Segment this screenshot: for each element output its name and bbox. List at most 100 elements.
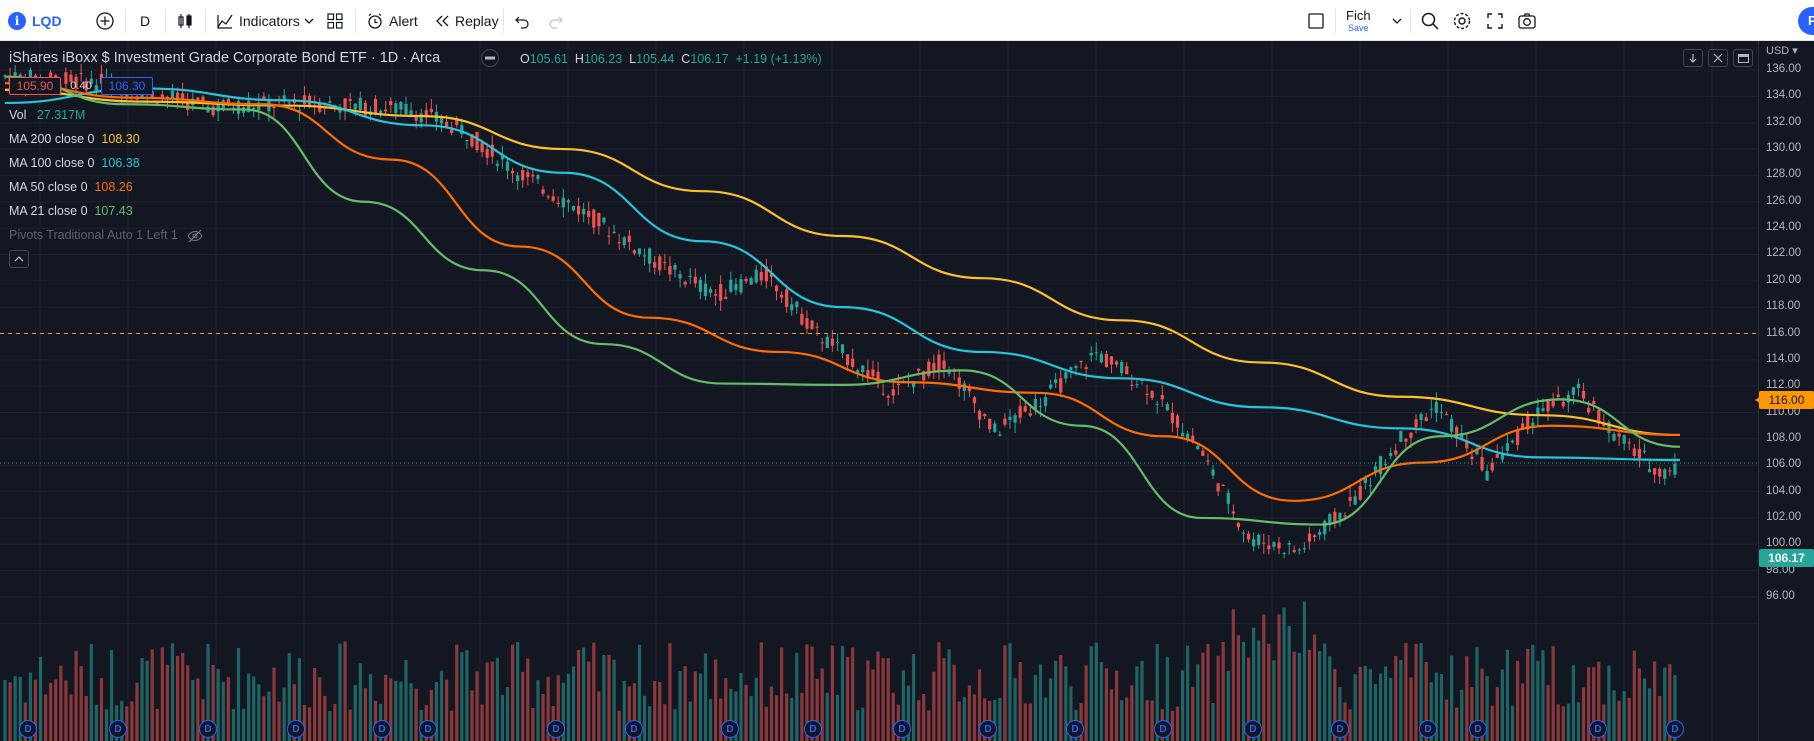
interval-button[interactable]: D <box>140 12 151 29</box>
volume-bar <box>343 641 347 741</box>
search-button[interactable] <box>1420 0 1440 41</box>
volume-bar <box>1104 668 1109 741</box>
dividend-marker[interactable]: D <box>1419 720 1437 738</box>
volume-bar <box>911 654 916 741</box>
candle-body <box>89 78 93 85</box>
candle-body <box>1343 515 1347 517</box>
dividend-marker[interactable]: D <box>109 720 127 738</box>
bid-price-button[interactable]: 105.90 <box>9 77 61 95</box>
symbol-search-button[interactable]: i LQD <box>8 0 62 41</box>
volume-bar <box>206 643 210 741</box>
volume-bar <box>602 655 606 741</box>
chart-style-button[interactable] <box>175 0 195 41</box>
compare-button[interactable] <box>95 0 115 41</box>
dividend-marker[interactable]: D <box>1589 720 1607 738</box>
price-chart[interactable] <box>0 41 1758 741</box>
currency-selector[interactable]: USD ▾ <box>1766 45 1798 57</box>
candle-body <box>1399 431 1403 442</box>
candle-body <box>1297 549 1301 551</box>
volume-bar <box>1526 648 1530 741</box>
volume-bar <box>886 658 890 741</box>
volume-bar <box>759 642 763 741</box>
dividend-marker[interactable]: D <box>625 720 643 738</box>
dividend-marker[interactable]: D <box>1154 720 1172 738</box>
volume-bar <box>800 692 804 741</box>
dividend-marker[interactable]: D <box>287 720 305 738</box>
eye-hidden-icon[interactable] <box>187 229 204 243</box>
settings-button[interactable] <box>1452 0 1472 41</box>
volume-bar <box>1475 647 1479 741</box>
maximize-pane-button[interactable] <box>1708 49 1728 67</box>
volume-bar <box>977 669 982 741</box>
volume-bar <box>1449 655 1454 741</box>
ask-price-button[interactable]: 106.30 <box>101 77 153 95</box>
collapse-legend-toggle[interactable] <box>9 250 29 268</box>
dividend-marker[interactable]: D <box>804 720 822 738</box>
ma21-legend[interactable]: MA 21 close 0 107.43 <box>9 204 133 218</box>
dividend-marker[interactable]: D <box>419 720 437 738</box>
scroll-down-button[interactable] <box>1683 49 1703 67</box>
toolbar-divider <box>1335 9 1336 33</box>
volume-legend[interactable]: Vol 27.317M <box>9 108 85 122</box>
volume-bar <box>1236 635 1241 741</box>
collapse-legend-button[interactable] <box>481 49 499 67</box>
layout-dropdown[interactable] <box>1391 0 1403 41</box>
volume-bar <box>1175 706 1180 741</box>
dividend-marker[interactable]: D <box>1666 720 1684 738</box>
candle-body <box>419 113 423 123</box>
dividend-marker[interactable]: D <box>893 720 911 738</box>
volume-bar <box>475 671 479 741</box>
volume-bar <box>1155 644 1159 741</box>
candle-body <box>896 383 900 386</box>
fullscreen-button[interactable] <box>1486 0 1504 41</box>
alert-level-marker[interactable]: 116.00 <box>1755 391 1814 409</box>
candle-body <box>480 143 484 153</box>
ma100-legend[interactable]: MA 100 close 0 106.38 <box>9 156 140 170</box>
volume-bar <box>1292 651 1296 741</box>
snapshot-button[interactable] <box>1517 0 1537 41</box>
dividend-marker[interactable]: D <box>721 720 739 738</box>
candle-body <box>450 127 454 133</box>
dividend-marker[interactable]: D <box>1244 720 1262 738</box>
layout-name-button[interactable]: Fich Save <box>1346 0 1371 41</box>
dividend-marker[interactable]: D <box>199 720 217 738</box>
redo-button[interactable] <box>548 0 564 41</box>
publish-label: Pu <box>1798 6 1814 35</box>
dividend-marker[interactable]: D <box>1066 720 1084 738</box>
volume-bar <box>191 679 195 741</box>
volume-bar <box>257 684 261 741</box>
alert-button[interactable]: Alert <box>366 0 418 41</box>
layout-toggle-button[interactable] <box>1307 0 1325 41</box>
pivots-legend[interactable]: Pivots Traditional Auto 1 Left 1 <box>9 228 204 243</box>
publish-button[interactable]: Pu <box>1798 0 1814 41</box>
chart-pane[interactable] <box>0 41 1814 741</box>
volume-bar <box>764 706 768 741</box>
dividend-marker[interactable]: D <box>979 720 997 738</box>
indicators-dropdown[interactable] <box>303 0 315 41</box>
ma200-legend[interactable]: MA 200 close 0 108.30 <box>9 132 140 146</box>
dividend-marker[interactable]: D <box>373 720 391 738</box>
volume-bar <box>632 683 636 741</box>
volume-bar <box>1424 662 1428 741</box>
dividend-marker[interactable]: D <box>1331 720 1349 738</box>
candle-body <box>1505 443 1510 451</box>
replay-button[interactable]: Replay <box>434 0 499 41</box>
dividend-marker[interactable]: D <box>19 720 37 738</box>
dividend-marker[interactable]: D <box>1469 720 1487 738</box>
volume-bar <box>94 704 98 741</box>
candle-body <box>1449 418 1454 432</box>
indicators-button[interactable]: Indicators <box>216 0 300 41</box>
symbol-label: LQD <box>32 12 62 29</box>
pane-settings-button[interactable] <box>1733 49 1753 67</box>
candle-body <box>140 91 144 99</box>
dividend-marker[interactable]: D <box>547 720 565 738</box>
volume-bar <box>1409 677 1413 741</box>
ma50-legend[interactable]: MA 50 close 0 108.26 <box>9 180 133 194</box>
templates-button[interactable] <box>326 0 344 41</box>
volume-bar <box>170 643 175 741</box>
volume-bar <box>1069 686 1073 741</box>
volume-bar <box>1495 687 1499 741</box>
fullscreen-icon <box>1487 12 1503 29</box>
undo-button[interactable] <box>514 0 530 41</box>
volume-bar <box>1460 689 1464 741</box>
